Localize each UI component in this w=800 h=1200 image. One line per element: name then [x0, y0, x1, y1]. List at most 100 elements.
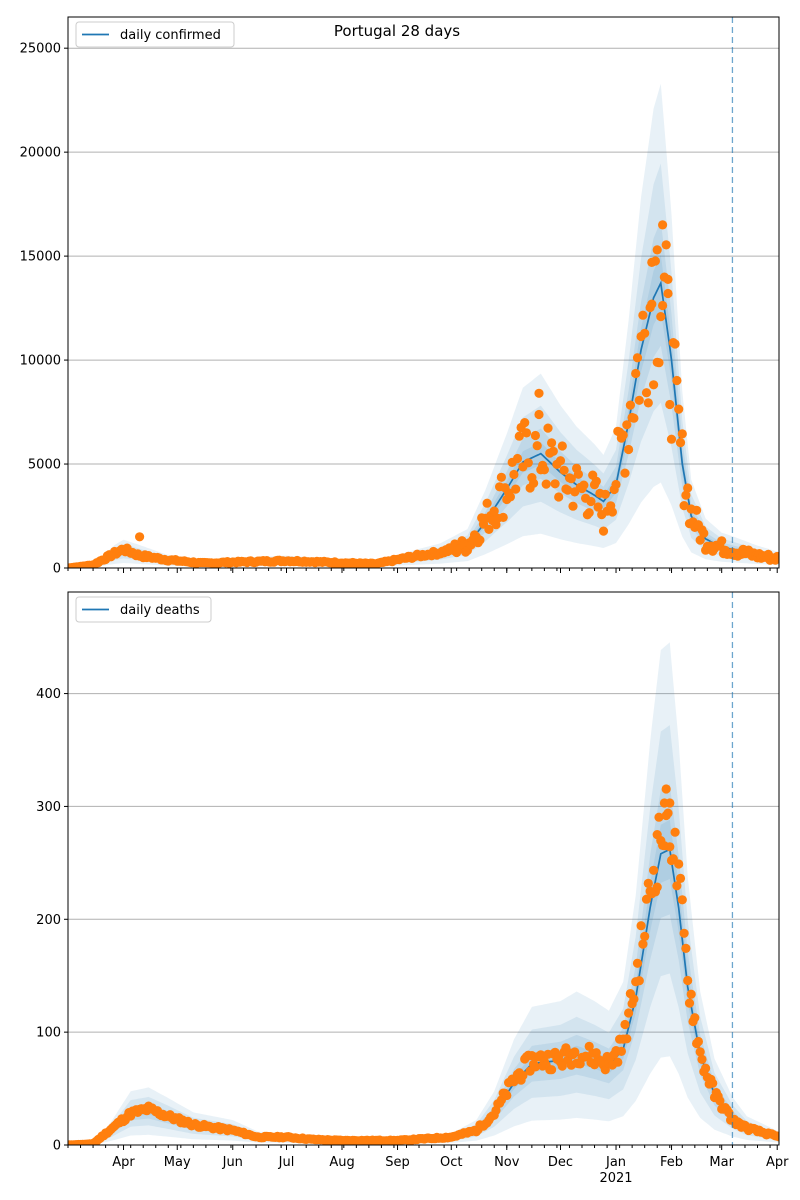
observed-point — [529, 478, 539, 488]
uncertainty-band — [68, 220, 779, 568]
observed-point — [683, 975, 693, 986]
observed-point — [550, 479, 560, 489]
observed-point — [135, 532, 145, 542]
observed-point — [534, 388, 544, 398]
observed-point — [708, 1078, 718, 1088]
observed-point — [607, 507, 618, 517]
observed-point — [774, 1132, 779, 1142]
observed-point — [622, 420, 632, 430]
observed-point — [523, 458, 533, 468]
observed-point — [634, 395, 644, 405]
observed-point — [482, 498, 492, 508]
observed-point — [640, 328, 650, 338]
observed-point — [658, 220, 668, 230]
observed-point — [686, 989, 696, 999]
x-tick-label: Jan — [605, 1155, 626, 1170]
observed-point — [634, 976, 644, 986]
observed-point — [717, 536, 727, 546]
x-tick-sublabel: 2021 — [599, 1171, 632, 1186]
observed-point — [674, 859, 684, 869]
figure-title: Portugal 28 days — [334, 22, 460, 40]
observed-point — [547, 438, 557, 448]
observed-point — [557, 1061, 567, 1071]
observed-point — [649, 865, 659, 875]
observed-point — [640, 931, 650, 942]
observed-point — [496, 472, 506, 482]
observed-point — [566, 474, 576, 484]
y-tick-label: 400 — [36, 687, 61, 702]
observed-point — [663, 288, 673, 299]
observed-point — [681, 943, 691, 954]
x-tick-label: Sep — [385, 1155, 410, 1170]
observed-point — [563, 485, 573, 495]
observed-point — [624, 444, 634, 455]
observed-point — [512, 453, 523, 464]
observed-point — [539, 465, 550, 475]
y-tick-label: 200 — [36, 913, 61, 928]
uncertainty-band — [68, 784, 779, 1145]
observed-point — [670, 827, 680, 837]
x-tick-label: May — [164, 1155, 191, 1170]
observed-point — [649, 380, 659, 390]
observed-point — [547, 1065, 557, 1075]
observed-point — [541, 479, 551, 489]
observed-point — [557, 441, 567, 451]
axes-frame — [67, 16, 780, 569]
observed-point — [638, 939, 648, 949]
y-tick-label: 0 — [53, 562, 61, 577]
legend-box — [75, 21, 235, 48]
observed-point — [675, 438, 686, 448]
axes-frame — [67, 591, 780, 1146]
observed-point — [521, 428, 532, 438]
observed-points — [68, 784, 779, 1145]
observed-point — [697, 1054, 707, 1064]
observed-point — [559, 465, 569, 475]
observed-point — [670, 339, 680, 349]
y-tick-label: 0 — [53, 1139, 61, 1154]
observed-point — [489, 506, 499, 516]
observed-point — [677, 895, 687, 905]
observed-point — [475, 535, 485, 545]
observed-point — [622, 1034, 632, 1044]
x-tick-label: Apr — [766, 1155, 789, 1170]
y-tick-label: 15000 — [20, 250, 61, 265]
observed-point — [672, 881, 682, 891]
x-tick-label: Mar — [709, 1155, 734, 1170]
observed-point — [699, 528, 709, 538]
observed-point — [624, 1008, 634, 1018]
legend: daily confirmed — [75, 21, 235, 48]
uncertainty-band — [68, 725, 779, 1145]
observed-point — [701, 1063, 711, 1073]
x-tick-label: Nov — [494, 1155, 520, 1170]
x-tick-label: Feb — [660, 1155, 683, 1170]
observed-point — [554, 492, 564, 502]
observed-point — [679, 928, 689, 938]
uncertainty-band — [68, 642, 779, 1145]
plot-area — [68, 83, 779, 568]
deaths-panel: 0 100 200 300 400 Apr May Jun Jul Aug Sep Oct Nov Dec… — [36, 591, 789, 1186]
observed-point — [509, 469, 519, 480]
observed-point — [774, 552, 779, 562]
observed-point — [661, 810, 671, 821]
legend: daily deaths — [75, 596, 212, 623]
observed-point — [643, 878, 653, 889]
observed-point — [593, 502, 603, 512]
observed-point — [620, 468, 630, 478]
uncertainty-band — [68, 163, 779, 568]
observed-point — [498, 512, 508, 523]
observed-point — [530, 430, 541, 441]
observed-point — [632, 353, 643, 363]
observed-point — [534, 409, 544, 420]
observed-point — [695, 535, 705, 545]
observed-point — [600, 489, 610, 499]
observed-point — [638, 310, 648, 320]
x-tick-label: Aug — [329, 1155, 354, 1170]
observed-point — [518, 1070, 528, 1081]
observed-point — [672, 375, 682, 386]
observed-point — [715, 1096, 725, 1106]
observed-point — [665, 798, 675, 808]
y-tick-label: 10000 — [20, 354, 61, 369]
observed-point — [613, 1057, 623, 1067]
y-tick-label: 5000 — [28, 458, 61, 473]
observed-point — [555, 456, 566, 466]
